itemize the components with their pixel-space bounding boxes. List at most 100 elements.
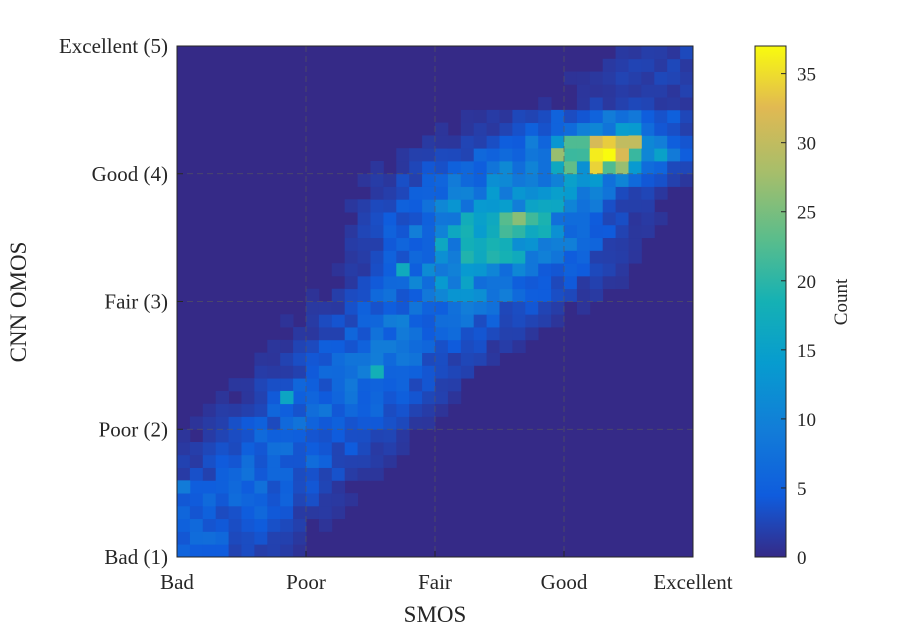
heatmap-cell: [512, 186, 526, 200]
heatmap-cell: [396, 314, 410, 328]
heatmap-cell: [551, 199, 565, 213]
heatmap-cell: [306, 454, 320, 468]
heatmap-cell: [383, 416, 397, 430]
heatmap-cell: [202, 505, 217, 520]
heatmap-cell: [667, 97, 681, 111]
heatmap-cell: [564, 186, 578, 200]
heatmap-cell: [499, 199, 513, 213]
heatmap-cell: [318, 442, 333, 456]
heatmap-cell: [344, 442, 358, 456]
heatmap-cell: [512, 160, 526, 175]
heatmap-cell: [628, 148, 642, 162]
heatmap-cell: [615, 135, 629, 149]
heatmap-cell: [551, 301, 565, 315]
heatmap-cell: [538, 275, 552, 290]
heatmap-cell: [525, 275, 539, 290]
heatmap-cell: [473, 314, 487, 328]
heatmap-cell: [667, 122, 681, 136]
heatmap-cell: [641, 224, 655, 239]
heatmap-cell: [602, 237, 616, 251]
heatmap-cell: [215, 454, 229, 468]
heatmap-cell: [512, 122, 526, 136]
heatmap-cell: [383, 352, 397, 366]
heatmap-cell: [331, 263, 346, 277]
heatmap-cell: [331, 505, 346, 520]
heatmap-cell: [435, 301, 449, 315]
heatmap-cell: [564, 199, 578, 213]
heatmap-cell: [602, 148, 616, 162]
heatmap-cell: [628, 250, 642, 264]
heatmap-cell: [551, 160, 565, 175]
y-tick-label: Poor (2): [99, 417, 168, 441]
heatmap-cell: [602, 224, 616, 239]
heatmap-cell: [396, 186, 410, 200]
heatmap-cell: [331, 416, 346, 430]
heatmap-cell: [331, 378, 346, 392]
heatmap-cell: [293, 416, 307, 430]
heatmap-cell: [254, 352, 268, 366]
heatmap-cell: [447, 352, 462, 366]
heatmap-cell: [615, 275, 629, 290]
heatmap-cell: [667, 173, 681, 187]
heatmap-cell: [551, 212, 565, 226]
heatmap-cell: [615, 224, 629, 239]
heatmap-cell: [589, 135, 604, 149]
heatmap-cell: [409, 314, 423, 328]
heatmap-cell: [254, 505, 268, 520]
y-tick-label: Excellent (5): [59, 34, 168, 58]
heatmap-cell: [396, 288, 410, 302]
heatmap-cell: [177, 493, 191, 507]
heatmap-cell: [680, 97, 694, 111]
heatmap-cell: [551, 186, 565, 200]
heatmap-hotspot-cell: [628, 135, 642, 149]
heatmap-cell: [499, 314, 513, 328]
heatmap-cell: [396, 352, 410, 366]
x-tick-label: Excellent: [653, 570, 732, 594]
heatmap-cell: [202, 544, 217, 558]
heatmap-cell: [318, 467, 333, 481]
heatmap-cell: [267, 505, 281, 520]
heatmap-cell: [525, 327, 539, 341]
heatmap-cell: [331, 467, 346, 481]
heatmap-cell: [486, 250, 500, 264]
heatmap-cell: [409, 199, 423, 213]
heatmap-cell: [602, 58, 616, 72]
heatmap-cell: [422, 135, 436, 149]
heatmap-cell: [512, 237, 526, 251]
heatmap-cell: [357, 416, 371, 430]
heatmap-cell: [615, 186, 629, 200]
colorbar-label: Count: [831, 278, 852, 325]
heatmap-cell: [241, 493, 255, 507]
heatmap-cell: [241, 454, 255, 468]
heatmap-cell: [318, 378, 333, 392]
heatmap-cell: [473, 212, 487, 226]
heatmap-cell: [589, 263, 604, 277]
heatmap-cell: [576, 288, 591, 302]
heatmap-cell: [267, 390, 281, 405]
heatmap-cell: [215, 493, 229, 507]
heatmap-cell: [383, 237, 397, 251]
heatmap-cell: [331, 339, 346, 353]
heatmap-cell: [486, 109, 500, 124]
heatmap-cell: [357, 327, 371, 341]
heatmap-cell: [280, 314, 294, 328]
heatmap-cell: [615, 109, 629, 124]
heatmap-cell: [435, 339, 449, 353]
heatmap-cell: [576, 275, 591, 290]
heatmap-cell: [344, 250, 358, 264]
heatmap-cell: [602, 122, 616, 136]
heatmap-cell: [641, 148, 655, 162]
heatmap-cell: [460, 224, 475, 239]
heatmap-cell: [202, 454, 217, 468]
heatmap-cell: [228, 429, 242, 443]
heatmap-cell: [525, 314, 539, 328]
heatmap-cell: [189, 505, 204, 520]
heatmap-cell: [602, 173, 616, 187]
heatmap-cell: [499, 173, 513, 187]
heatmap-cell: [293, 365, 307, 379]
y-tick-label: Good (4): [92, 162, 168, 186]
heatmap-cell: [641, 122, 655, 136]
heatmap-cell: [435, 250, 449, 264]
heatmap-cell: [396, 212, 410, 226]
